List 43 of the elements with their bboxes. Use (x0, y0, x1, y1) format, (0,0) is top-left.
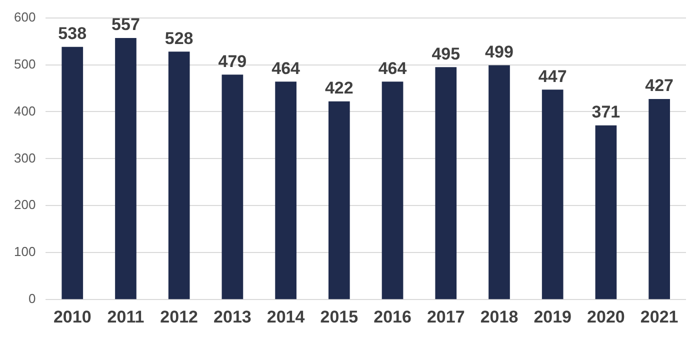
data-label: 422 (324, 78, 354, 98)
bar (222, 74, 244, 300)
data-label: 464 (378, 58, 408, 78)
x-tick-label: 2020 (587, 307, 625, 326)
bar (328, 101, 350, 300)
y-tick-label: 400 (14, 103, 36, 118)
x-tick-label: 2014 (266, 307, 306, 326)
bar (168, 52, 190, 300)
bar (648, 99, 670, 300)
x-tick-label: 2018 (480, 307, 518, 326)
data-label: 538 (58, 24, 87, 44)
x-tick-label: 2015 (320, 307, 358, 326)
data-label: 447 (538, 66, 567, 86)
bar (62, 46, 84, 300)
data-label: 495 (432, 44, 460, 64)
y-tick-label: 500 (14, 56, 36, 72)
x-tick-label: 2010 (53, 307, 92, 326)
bar (542, 90, 564, 300)
x-tick-label: 2012 (160, 307, 198, 326)
x-tick-label: 2011 (107, 307, 144, 326)
bar (275, 82, 296, 300)
x-tick-label: 2021 (640, 307, 678, 326)
x-tick-label: 2013 (214, 307, 252, 326)
bar (595, 125, 617, 300)
y-tick-label: 0 (28, 291, 36, 306)
data-label: 557 (112, 15, 140, 34)
y-tick-label: 200 (14, 197, 36, 212)
data-label: 464 (272, 58, 301, 78)
bar (435, 67, 457, 300)
y-tick-label: 300 (14, 150, 36, 166)
x-tick-label: 2019 (534, 307, 572, 326)
bar (488, 65, 510, 300)
data-label: 528 (164, 28, 194, 48)
x-tick-label: 2017 (426, 307, 465, 326)
y-tick-label: 100 (14, 244, 36, 260)
bar (382, 82, 404, 300)
data-label: 427 (645, 76, 674, 96)
data-label: 499 (485, 42, 514, 62)
y-tick-label: 600 (14, 9, 36, 24)
data-label: 371 (592, 102, 620, 122)
data-label: 479 (218, 52, 247, 71)
bar (115, 38, 136, 300)
x-tick-label: 2016 (374, 307, 412, 326)
